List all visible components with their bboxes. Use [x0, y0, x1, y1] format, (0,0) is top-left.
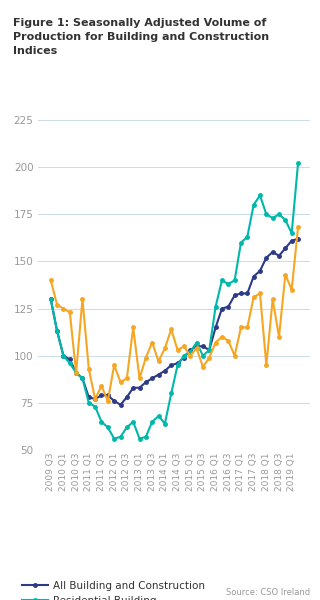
Text: Source: CSO Ireland: Source: CSO Ireland	[226, 588, 310, 597]
Legend: All Building and Construction, Residential Building, Civil Engineering: All Building and Construction, Residenti…	[22, 581, 205, 600]
Text: Figure 1: Seasonally Adjusted Volume of
Production for Building and Construction: Figure 1: Seasonally Adjusted Volume of …	[13, 18, 269, 56]
